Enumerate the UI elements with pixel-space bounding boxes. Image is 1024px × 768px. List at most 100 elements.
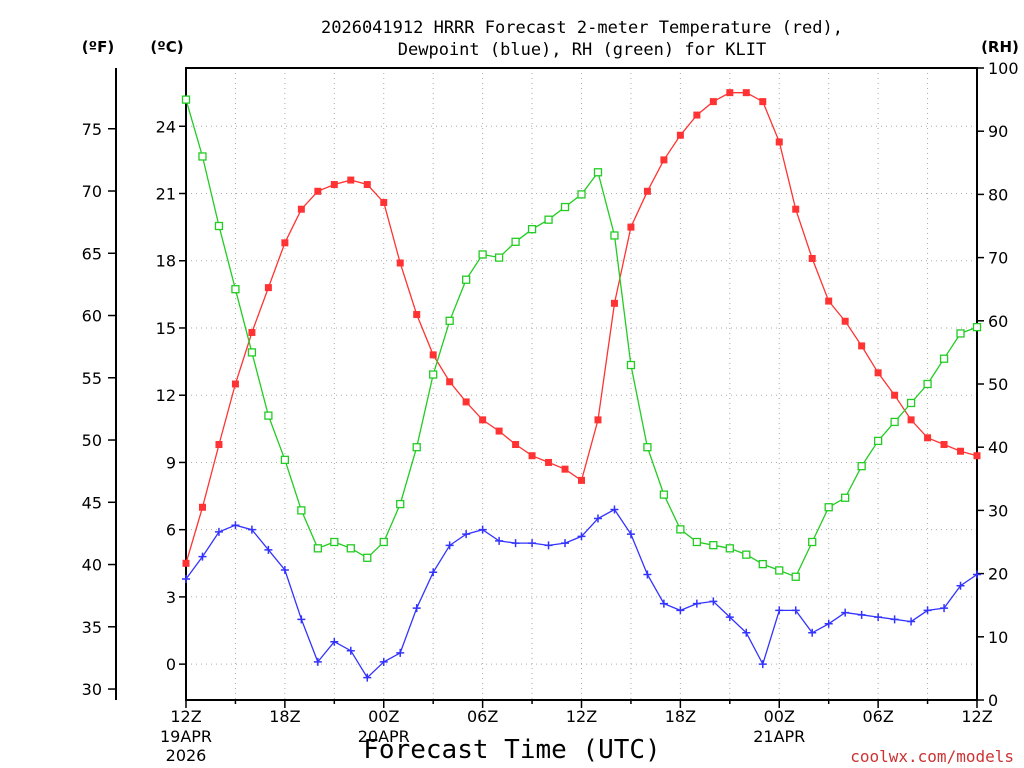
- dewpoint-point: [231, 521, 240, 530]
- rh-point: [808, 537, 817, 547]
- dewpoint-point: [808, 628, 817, 637]
- temperature-point: [874, 369, 882, 377]
- temperature-point: [314, 187, 322, 195]
- dewpoint-point: [313, 657, 322, 666]
- x-date-label: 21APR: [753, 727, 805, 746]
- fahrenheit-tick-label: 35: [82, 618, 102, 637]
- dewpoint-point: [247, 525, 256, 534]
- dewpoint-point: [561, 539, 570, 548]
- temperature-point: [627, 223, 635, 231]
- temperature-point: [380, 198, 388, 206]
- rh-tick-label: 80: [988, 185, 1008, 204]
- temperature-point: [231, 380, 239, 388]
- dewpoint-point: [445, 541, 454, 550]
- dewpoint-point: [593, 514, 602, 523]
- dewpoint-point: [923, 606, 932, 615]
- rh-point: [758, 559, 767, 569]
- rh-tick-label: 100: [988, 59, 1019, 78]
- celsius-tick-label: 0: [166, 655, 176, 674]
- dewpoint-point: [709, 597, 718, 606]
- temperature-point: [709, 98, 717, 106]
- temperature-point: [182, 559, 190, 567]
- dewpoint-point: [462, 530, 471, 539]
- rh-point: [297, 506, 306, 515]
- temperature-point: [347, 176, 355, 184]
- celsius-tick-label: 6: [166, 521, 176, 540]
- x-date-label: 19APR: [160, 727, 212, 746]
- dewpoint-point: [330, 637, 339, 646]
- rh-tick-label: 70: [988, 249, 1008, 268]
- fahrenheit-tick-label: 50: [82, 431, 102, 450]
- rh-point: [610, 231, 619, 240]
- temperature-point: [676, 131, 684, 139]
- dewpoint-point: [940, 604, 949, 613]
- rh-point: [956, 329, 965, 338]
- x-date-label-year: 2026: [166, 746, 207, 765]
- celsius-tick-label: 9: [166, 453, 176, 472]
- celsius-tick-label: 24: [156, 117, 176, 136]
- fahrenheit-tick-label: 55: [82, 369, 102, 388]
- rh-point: [445, 316, 454, 325]
- rh-point: [247, 348, 257, 357]
- dewpoint-point: [544, 541, 553, 550]
- dewpoint-point: [577, 532, 586, 541]
- celsius-tick-label: 15: [156, 319, 176, 338]
- grid: [186, 68, 977, 700]
- rh-point: [659, 490, 669, 499]
- x-date-label: 20APR: [358, 727, 410, 746]
- temperature-point: [462, 398, 470, 406]
- dewpoint-point: [626, 530, 635, 539]
- temperature-point: [528, 452, 536, 460]
- dewpoint-point: [297, 615, 306, 624]
- temperature-point: [248, 328, 256, 336]
- rh-axis: 0 10 20 30 40 50 60 70 80 90 100: [977, 59, 1019, 710]
- temperature-point: [495, 427, 503, 435]
- temperature-point: [363, 181, 371, 189]
- temperature-point: [643, 187, 651, 195]
- dewpoint-point: [280, 566, 289, 575]
- celsius-tick-label: 18: [156, 252, 176, 271]
- rh-point: [676, 525, 685, 534]
- temperature-point: [858, 342, 866, 350]
- rh-point: [313, 544, 322, 553]
- rh-point: [511, 237, 520, 246]
- temperature-point: [578, 476, 585, 484]
- dewpoint-point: [857, 610, 866, 619]
- temperature-point: [264, 284, 272, 292]
- dewpoint-point: [758, 660, 767, 669]
- x-tick-label: 12Z: [170, 707, 201, 726]
- fahrenheit-tick-label: 30: [82, 680, 102, 699]
- temperature-point: [561, 465, 569, 473]
- dewpoint-point: [198, 552, 207, 561]
- rh-point: [379, 537, 388, 547]
- rh-point: [841, 493, 850, 502]
- dewpoint-point: [907, 617, 916, 626]
- rh-point: [692, 537, 702, 547]
- rh-point: [494, 253, 504, 262]
- dewpoint-point: [841, 608, 850, 617]
- temperature-point: [610, 299, 618, 307]
- rh-point: [560, 202, 570, 212]
- rh-point: [544, 215, 553, 224]
- fahrenheit-tick-label: 60: [82, 307, 102, 326]
- celsius-tick-label: 3: [166, 588, 176, 607]
- temperature-point: [957, 447, 965, 455]
- rh-point: [643, 443, 652, 452]
- fahrenheit-tick-label: 75: [82, 120, 102, 139]
- temperature-point: [891, 391, 899, 399]
- series-layer: [181, 89, 982, 682]
- dewpoint-point: [824, 619, 833, 628]
- dewpoint-point: [511, 539, 520, 548]
- temperature-point: [512, 441, 520, 449]
- rh-unit-label: (RH): [981, 38, 1019, 56]
- x-tick-label: 12Z: [961, 707, 992, 726]
- chart-title-line2: Dewpoint (blue), RH (green) for KLIT: [398, 40, 766, 60]
- rh-tick-label: 60: [988, 312, 1008, 331]
- rh-point: [593, 168, 603, 177]
- temperature-point: [479, 416, 487, 424]
- rh-point: [775, 566, 784, 575]
- temperature-point: [924, 434, 932, 442]
- dewpoint-point: [775, 606, 784, 615]
- dewpoint-point: [478, 525, 487, 534]
